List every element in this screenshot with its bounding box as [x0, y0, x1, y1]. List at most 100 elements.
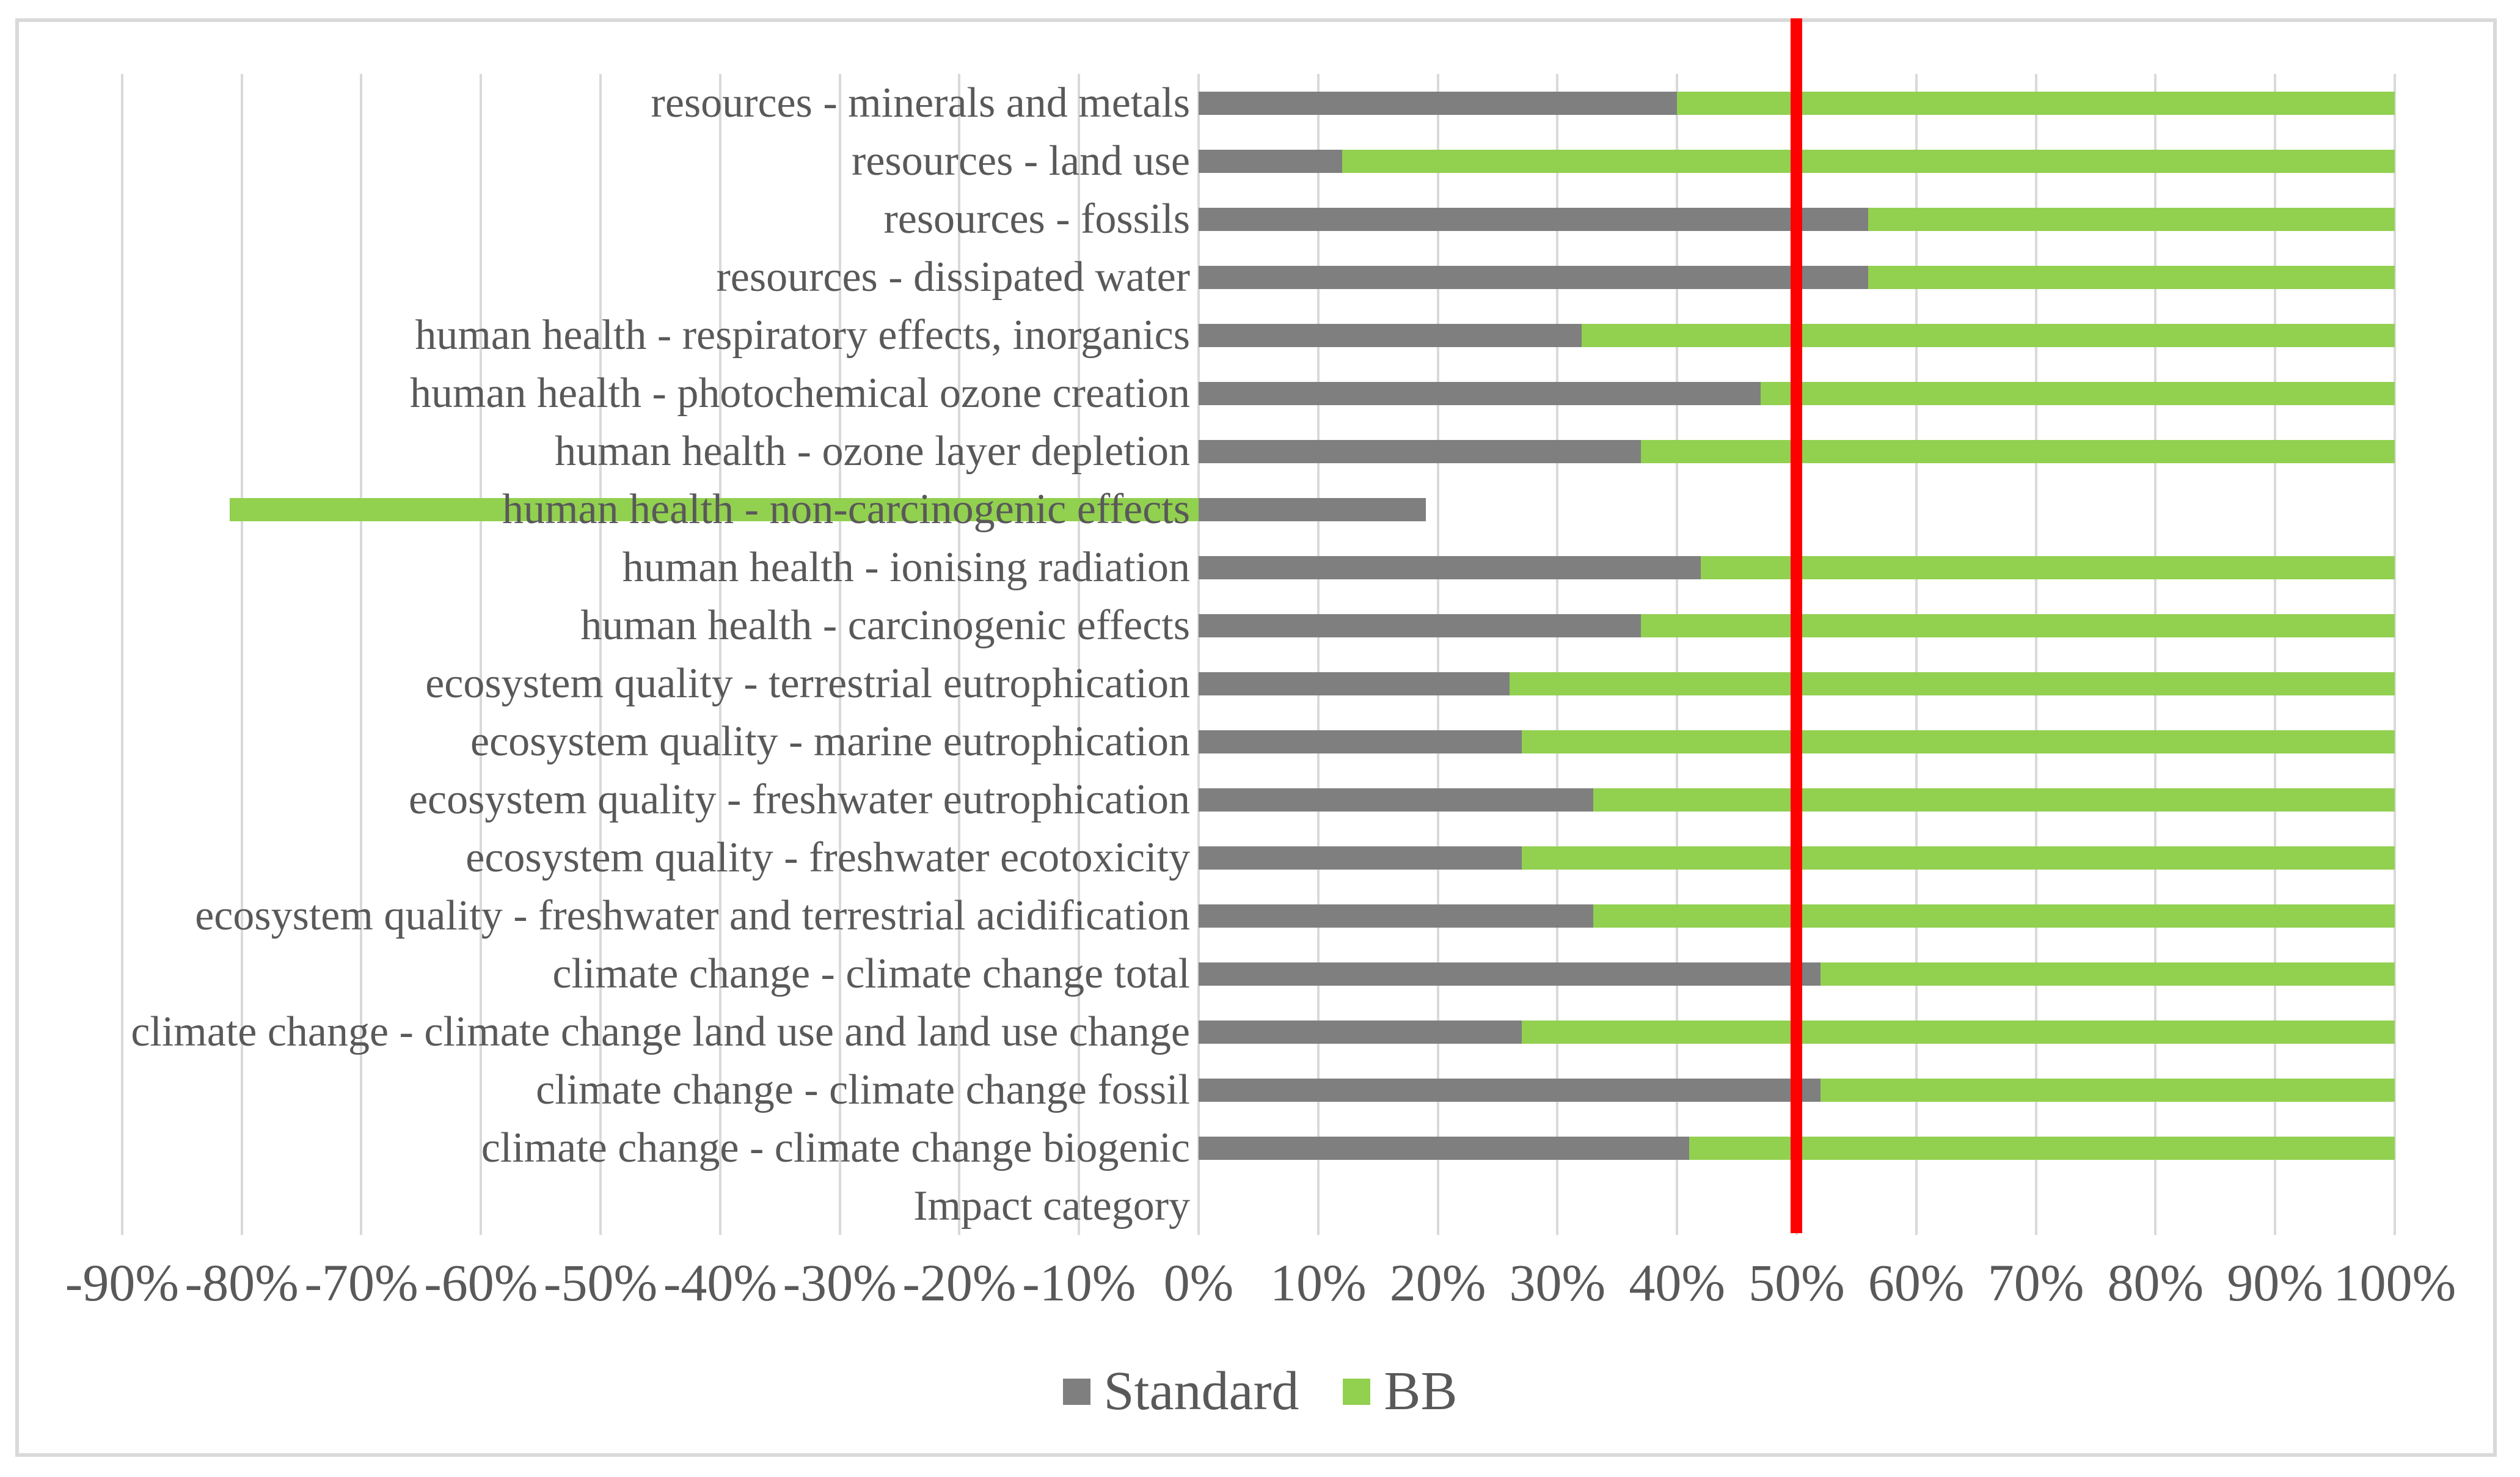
bar-bb-9: [1641, 614, 2395, 637]
bar-standard-12: [1199, 788, 1594, 812]
legend: Standard BB: [0, 1364, 2520, 1419]
category-label-7: human health - non-carcinogenic effects: [502, 486, 1190, 533]
gridline-40pct: [1676, 74, 1679, 1235]
category-label-11: ecosystem quality - marine eutrophicatio…: [470, 718, 1190, 765]
bar-bb-6: [1641, 439, 2395, 463]
gridline--10pct: [1078, 74, 1081, 1235]
bar-standard-17: [1199, 1078, 1821, 1102]
gridline-60pct: [1915, 74, 1918, 1235]
x-tick-label-90%: 90%: [2227, 1253, 2323, 1312]
gridline--20pct: [958, 74, 961, 1235]
gridline-90pct: [2274, 74, 2277, 1235]
x-tick-label-60%: 60%: [1868, 1253, 1965, 1312]
x-tick-label--70%: -70%: [304, 1253, 418, 1312]
bar-standard-18: [1199, 1136, 1689, 1160]
legend-swatch-bb: [1343, 1378, 1371, 1405]
bar-bb-5: [1761, 381, 2395, 405]
x-tick-label-80%: 80%: [2107, 1253, 2204, 1312]
gridline-20pct: [1436, 74, 1439, 1235]
x-tick-label-50%: 50%: [1748, 1253, 1845, 1312]
gridline--40pct: [718, 74, 721, 1235]
gridline--80pct: [240, 74, 243, 1235]
category-label-13: ecosystem quality - freshwater ecotoxici…: [466, 834, 1190, 881]
legend-label-bb: BB: [1384, 1361, 1458, 1421]
bar-standard-10: [1199, 672, 1510, 695]
x-tick-label-20%: 20%: [1389, 1253, 1486, 1312]
bar-bb-18: [1689, 1136, 2395, 1160]
category-label-10: ecosystem quality - terrestrial eutrophi…: [425, 660, 1190, 707]
bar-standard-11: [1199, 730, 1522, 753]
gridline--50pct: [599, 74, 602, 1235]
x-tick-label-0%: 0%: [1163, 1253, 1234, 1312]
gridline--70pct: [360, 74, 363, 1235]
gridline--90pct: [120, 74, 123, 1235]
category-label-2: resources - fossils: [883, 196, 1190, 243]
bar-bb-14: [1593, 904, 2395, 928]
legend-swatch-standard: [1062, 1378, 1090, 1405]
category-label-1: resources - land use: [852, 137, 1190, 185]
category-label-16: climate change - climate change land use…: [131, 1008, 1190, 1055]
x-tick-label--10%: -10%: [1022, 1253, 1136, 1312]
category-label-9: human health - carcinogenic effects: [580, 602, 1190, 649]
x-tick-label--50%: -50%: [543, 1253, 658, 1312]
x-tick-label-30%: 30%: [1509, 1253, 1606, 1312]
legend-item-bb: BB: [1343, 1364, 1457, 1419]
bar-bb-16: [1521, 1020, 2395, 1044]
bar-standard-8: [1199, 555, 1701, 579]
x-tick-label--90%: -90%: [65, 1253, 180, 1312]
bar-bb-2: [1868, 207, 2395, 231]
gridline--30pct: [838, 74, 841, 1235]
bar-bb-12: [1593, 788, 2395, 812]
category-label-12: ecosystem quality - freshwater eutrophic…: [408, 776, 1190, 823]
gridline-100pct: [2393, 74, 2396, 1235]
category-label-14: ecosystem quality - freshwater and terre…: [195, 892, 1190, 939]
gridline-30pct: [1556, 74, 1559, 1235]
x-tick-label--20%: -20%: [902, 1253, 1017, 1312]
category-axis-title: Impact category: [913, 1182, 1190, 1230]
category-label-4: human health - respiratory effects, inor…: [415, 312, 1190, 359]
x-tick-label--30%: -30%: [783, 1253, 897, 1312]
category-label-17: climate change - climate change fossil: [536, 1066, 1190, 1113]
category-label-3: resources - dissipated water: [716, 254, 1190, 301]
x-tick-label-40%: 40%: [1629, 1253, 1725, 1312]
gridline-70pct: [2034, 74, 2037, 1235]
bar-standard-4: [1199, 323, 1582, 347]
bar-standard-6: [1199, 439, 1642, 463]
legend-item-standard: Standard: [1062, 1361, 1299, 1421]
reference-line-50pct: [1790, 18, 1802, 1233]
category-label-18: climate change - climate change biogenic: [481, 1124, 1190, 1171]
bar-bb-1: [1342, 149, 2395, 173]
gridline-0pct: [1197, 74, 1200, 1235]
category-label-0: resources - minerals and metals: [651, 79, 1190, 126]
bar-standard-5: [1199, 381, 1761, 405]
bar-bb-3: [1868, 265, 2395, 289]
bar-bb-0: [1677, 91, 2395, 115]
x-tick-label--80%: -80%: [184, 1253, 299, 1312]
gridline-10pct: [1317, 74, 1320, 1235]
category-label-15: climate change - climate change total: [552, 950, 1190, 997]
bar-bb-11: [1521, 730, 2395, 753]
x-tick-label-100%: 100%: [2333, 1253, 2456, 1312]
gridline--60pct: [480, 74, 483, 1235]
bar-standard-2: [1199, 207, 1869, 231]
bar-bb-15: [1821, 962, 2395, 986]
bar-bb-8: [1701, 555, 2395, 579]
category-label-5: human health - photochemical ozone creat…: [410, 370, 1190, 417]
bar-standard-3: [1199, 265, 1869, 289]
bar-standard-1: [1199, 149, 1342, 173]
bar-standard-13: [1199, 846, 1522, 870]
bar-bb-7: [230, 497, 1199, 521]
bar-standard-16: [1199, 1020, 1522, 1044]
bar-standard-14: [1199, 904, 1594, 928]
bar-standard-9: [1199, 614, 1642, 637]
legend-label-standard: Standard: [1103, 1361, 1299, 1421]
bar-standard-0: [1199, 91, 1678, 115]
bar-bb-10: [1510, 672, 2395, 695]
x-tick-label-70%: 70%: [1987, 1253, 2084, 1312]
bar-standard-15: [1199, 962, 1821, 986]
x-tick-label--60%: -60%: [424, 1253, 538, 1312]
bar-bb-13: [1521, 846, 2395, 870]
x-tick-label-10%: 10%: [1269, 1253, 1367, 1312]
gridline-80pct: [2154, 74, 2157, 1235]
